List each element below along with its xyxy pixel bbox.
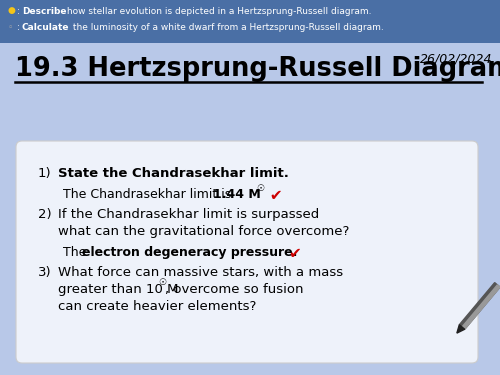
Text: 26/02/2024: 26/02/2024 (420, 52, 492, 65)
Text: what can the gravitational force overcome?: what can the gravitational force overcom… (58, 225, 350, 238)
Bar (0, 0, 500, 43)
Text: State the Chandrasekhar limit.: State the Chandrasekhar limit. (58, 167, 289, 180)
Text: Describe: Describe (22, 6, 66, 15)
Text: The: The (63, 246, 90, 259)
Text: , overcome so fusion: , overcome so fusion (165, 283, 304, 296)
Text: Calculate: Calculate (22, 22, 70, 32)
Text: The Chandrasekhar limit is: The Chandrasekhar limit is (63, 188, 236, 201)
Text: 3): 3) (38, 266, 52, 279)
Text: What force can massive stars, with a mass: What force can massive stars, with a mas… (58, 266, 343, 279)
Text: 1): 1) (38, 167, 52, 180)
Text: ✔: ✔ (288, 246, 301, 261)
Text: ◦: ◦ (8, 22, 13, 32)
Text: 19.3 Hertzsprung-Russell Diagram: 19.3 Hertzsprung-Russell Diagram (15, 56, 500, 82)
FancyBboxPatch shape (16, 141, 478, 363)
Text: ☉: ☉ (256, 184, 264, 193)
Text: greater than 10 M: greater than 10 M (58, 283, 178, 296)
Text: ✔: ✔ (265, 188, 282, 203)
Text: 1.44 M: 1.44 M (213, 188, 261, 201)
Text: how stellar evolution is depicted in a Hertzsprung-Russell diagram.: how stellar evolution is depicted in a H… (64, 6, 372, 15)
Polygon shape (457, 325, 464, 333)
Text: If the Chandrasekhar limit is surpassed: If the Chandrasekhar limit is surpassed (58, 208, 320, 221)
Text: 2): 2) (38, 208, 52, 221)
Polygon shape (460, 283, 500, 329)
Text: ●: ● (8, 6, 16, 15)
Text: can create heavier elements?: can create heavier elements? (58, 300, 256, 313)
Text: the luminosity of a white dwarf from a Hertzsprung-Russell diagram.: the luminosity of a white dwarf from a H… (70, 22, 384, 32)
Text: electron degeneracy pressure.: electron degeneracy pressure. (82, 246, 298, 259)
Text: :: : (17, 6, 23, 15)
Text: ☉: ☉ (158, 278, 166, 287)
Text: :: : (17, 22, 23, 32)
Polygon shape (462, 285, 500, 329)
